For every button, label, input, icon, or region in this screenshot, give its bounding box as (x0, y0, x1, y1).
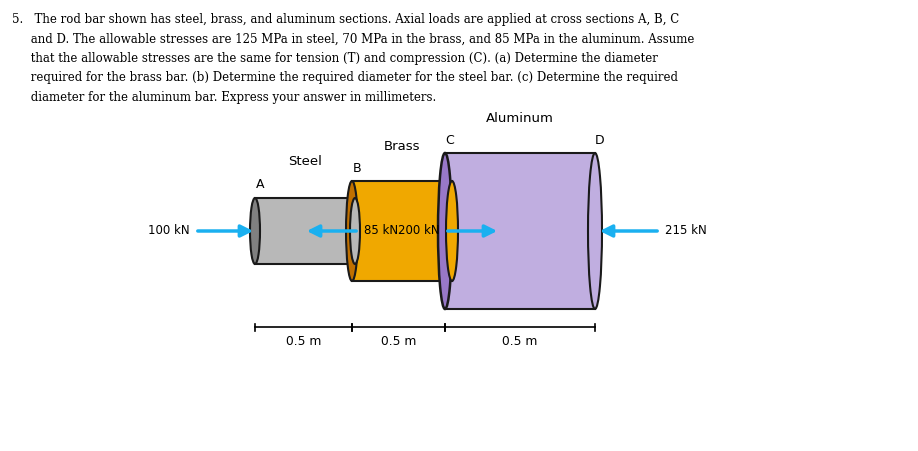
Text: Brass: Brass (384, 140, 420, 153)
Ellipse shape (350, 198, 360, 264)
Text: 215 kN: 215 kN (665, 225, 707, 238)
Text: D: D (595, 134, 605, 147)
Text: B: B (353, 162, 362, 175)
Text: 100 kN: 100 kN (149, 225, 190, 238)
Text: Aluminum: Aluminum (486, 112, 554, 125)
Text: required for the brass bar. (b) Determine the required diameter for the steel ba: required for the brass bar. (b) Determin… (12, 72, 678, 84)
Ellipse shape (438, 153, 452, 309)
Ellipse shape (588, 153, 602, 309)
Bar (445, 153, 595, 309)
Text: 0.5 m: 0.5 m (502, 335, 538, 348)
Text: 5.   The rod bar shown has steel, brass, and aluminum sections. Axial loads are : 5. The rod bar shown has steel, brass, a… (12, 13, 679, 26)
Text: C: C (445, 134, 454, 147)
Text: 200 kN: 200 kN (398, 225, 440, 238)
Ellipse shape (346, 181, 358, 281)
Text: 85 kN: 85 kN (364, 225, 398, 238)
Text: A: A (256, 178, 264, 191)
Ellipse shape (250, 198, 260, 264)
Text: diameter for the aluminum bar. Express your answer in millimeters.: diameter for the aluminum bar. Express y… (12, 91, 436, 104)
Ellipse shape (446, 181, 458, 281)
Text: 0.5 m: 0.5 m (285, 335, 321, 348)
Text: that the allowable stresses are the same for tension (T) and compression (C). (a: that the allowable stresses are the same… (12, 52, 658, 65)
Text: and D. The allowable stresses are 125 MPa in steel, 70 MPa in the brass, and 85 : and D. The allowable stresses are 125 MP… (12, 32, 694, 46)
Bar (255, 198, 355, 264)
Text: Steel: Steel (288, 155, 322, 168)
Text: 0.5 m: 0.5 m (381, 335, 416, 348)
Bar (352, 181, 452, 281)
